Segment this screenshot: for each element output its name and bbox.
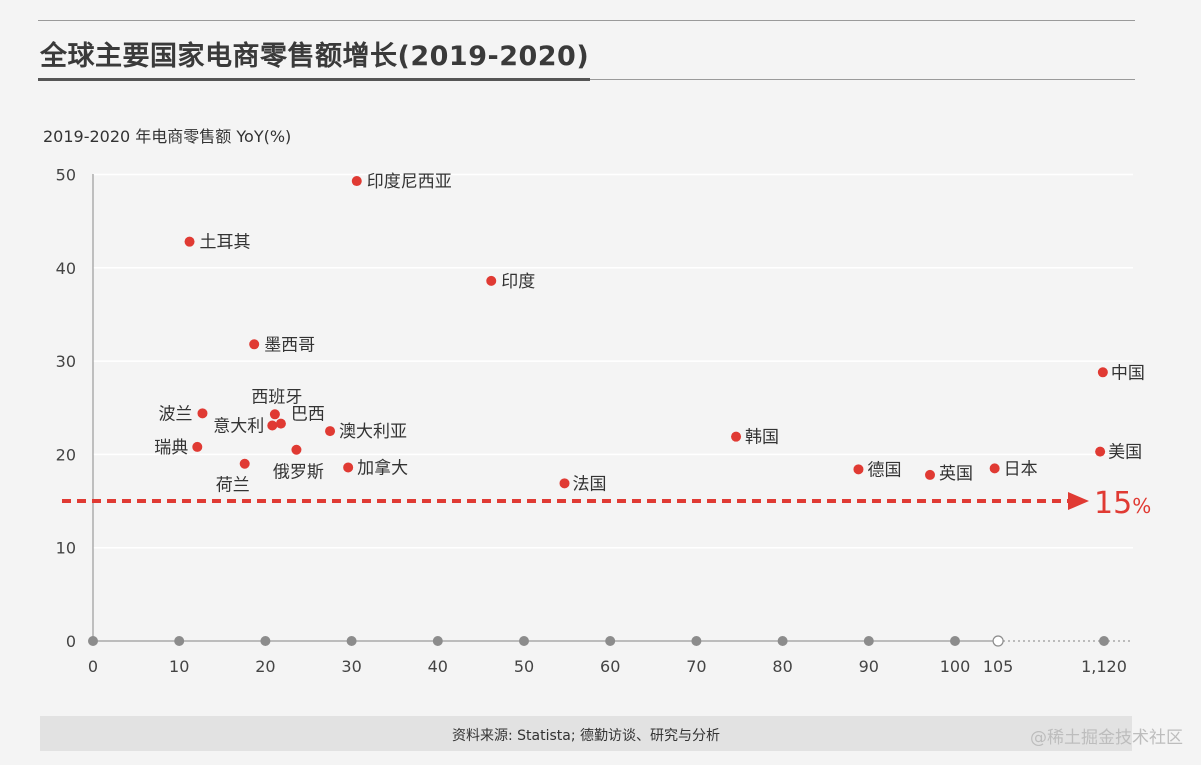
source-bar: 资料来源: Statista; 德勤访谈、研究与分析 bbox=[40, 716, 1132, 751]
data-point-label: 西班牙 bbox=[251, 387, 302, 407]
x-tick-dot bbox=[432, 636, 443, 646]
x-tick-dot bbox=[519, 636, 529, 646]
x-tick-dot bbox=[691, 636, 702, 646]
x-tick-label: 100 bbox=[940, 657, 971, 676]
title-underline bbox=[38, 78, 590, 81]
x-tick-dot bbox=[88, 636, 98, 646]
y-tick-label: 30 bbox=[56, 352, 76, 371]
data-point-label: 加拿大 bbox=[357, 457, 408, 478]
data-point bbox=[1095, 446, 1106, 457]
data-point bbox=[731, 431, 742, 442]
x-tick-label: 60 bbox=[600, 657, 620, 676]
data-point bbox=[291, 444, 302, 455]
y-tick-label: 40 bbox=[56, 259, 76, 278]
watermark: @稀土掘金技术社区 bbox=[1030, 728, 1183, 748]
x-tick-dot bbox=[950, 636, 960, 646]
x-tick-label: 50 bbox=[514, 657, 534, 676]
data-point-label: 韩国 bbox=[745, 428, 779, 448]
data-point-label: 土耳其 bbox=[200, 233, 251, 253]
x-tick-dot bbox=[1099, 636, 1109, 646]
x-tick-label: 0 bbox=[88, 657, 98, 676]
x-tick-dot bbox=[863, 636, 874, 646]
data-point bbox=[486, 275, 497, 286]
threshold-label: 15% bbox=[1094, 486, 1151, 521]
data-point bbox=[275, 418, 286, 429]
x-tick-label: 1,120 bbox=[1081, 657, 1127, 676]
source-text: 资料来源: Statista; 德勤访谈、研究与分析 bbox=[451, 728, 721, 744]
data-point-label: 墨西哥 bbox=[264, 335, 315, 355]
data-point-label: 法国 bbox=[573, 474, 607, 494]
data-point bbox=[989, 463, 1000, 474]
data-point-label: 英国 bbox=[939, 464, 973, 484]
x-tick-dot bbox=[260, 636, 271, 646]
x-tick-label: 90 bbox=[859, 657, 879, 676]
x-tick-label: 40 bbox=[428, 657, 448, 676]
data-point-label: 德国 bbox=[867, 460, 901, 480]
data-point bbox=[343, 462, 354, 473]
data-point-label: 美国 bbox=[1108, 443, 1142, 463]
data-point-label: 荷兰 bbox=[216, 476, 250, 496]
data-point bbox=[853, 464, 864, 475]
data-point-label: 巴西 bbox=[291, 405, 325, 425]
x-tick-label: 10 bbox=[169, 657, 189, 676]
data-point bbox=[559, 478, 570, 489]
data-point-label: 俄罗斯 bbox=[273, 463, 324, 483]
data-point bbox=[325, 426, 336, 437]
data-point bbox=[267, 420, 278, 431]
data-point bbox=[192, 441, 203, 452]
data-point bbox=[1097, 367, 1108, 378]
top-rule bbox=[38, 20, 1135, 21]
data-point-label: 波兰 bbox=[158, 404, 192, 424]
y-tick-label: 50 bbox=[56, 166, 76, 185]
data-point bbox=[184, 236, 195, 247]
y-tick-label: 0 bbox=[66, 632, 76, 651]
data-point-label: 印度尼西亚 bbox=[367, 172, 452, 192]
x-tick-dot bbox=[346, 636, 357, 646]
data-point bbox=[925, 469, 936, 480]
title-rule bbox=[590, 79, 1135, 80]
x-tick-dot bbox=[777, 636, 788, 646]
data-point bbox=[269, 409, 280, 420]
x-tick-label: 70 bbox=[686, 657, 706, 676]
x-tick-label: 105 bbox=[983, 657, 1014, 676]
data-point-label: 澳大利亚 bbox=[339, 422, 407, 442]
data-point-label: 瑞典 bbox=[154, 438, 188, 458]
x-tick-label: 80 bbox=[772, 657, 792, 676]
chart-title: 全球主要国家电商零售额增长(2019-2020) bbox=[40, 41, 590, 72]
data-point-label: 日本 bbox=[1004, 459, 1038, 479]
data-point bbox=[239, 458, 250, 469]
data-point bbox=[249, 339, 260, 350]
data-point bbox=[351, 176, 362, 187]
data-point-label: 意大利 bbox=[213, 416, 264, 436]
x-tick-label: 30 bbox=[341, 657, 361, 676]
x-tick-dot bbox=[605, 636, 616, 646]
threshold-arrow bbox=[1068, 492, 1089, 511]
data-point-label: 印度 bbox=[501, 272, 535, 292]
y-tick-label: 10 bbox=[56, 539, 76, 558]
y-tick-label: 20 bbox=[56, 445, 76, 464]
x-axis-break-marker bbox=[992, 635, 1004, 647]
y-axis-label: 2019-2020 年电商零售额 YoY(%) bbox=[43, 127, 292, 146]
data-point bbox=[197, 408, 208, 419]
data-point-label: 中国 bbox=[1111, 363, 1145, 383]
x-tick-label: 20 bbox=[255, 657, 275, 676]
x-tick-dot bbox=[174, 636, 185, 646]
